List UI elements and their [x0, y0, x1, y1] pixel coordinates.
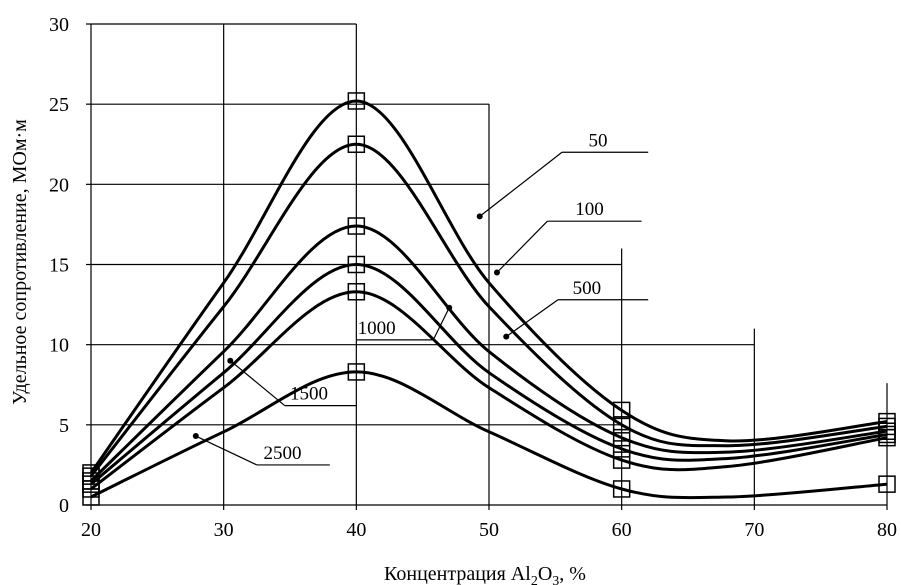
marker-50 — [347, 92, 366, 110]
x-tick-label: 20 — [81, 519, 101, 541]
marker-1500 — [612, 451, 631, 469]
y-tick-label: 10 — [49, 335, 69, 357]
leader-dot-2500 — [192, 433, 199, 440]
marker-100 — [347, 135, 366, 153]
series-line-50 — [89, 99, 888, 474]
marker-1500 — [347, 283, 366, 301]
y-tick-label: 0 — [59, 495, 69, 517]
y-tick-label: 15 — [49, 255, 69, 277]
x-tick-label: 70 — [744, 519, 764, 541]
y-tick-label: 5 — [59, 415, 69, 437]
grid-lines — [91, 23, 755, 505]
leader-dot-1500 — [227, 357, 234, 364]
series-label-50: 50 — [589, 130, 608, 151]
marker-1000 — [612, 440, 631, 458]
marker-2500 — [878, 475, 896, 493]
x-tick-label: 30 — [214, 519, 234, 541]
y-tick-label: 30 — [49, 14, 69, 36]
x-axis-title: Концентрация Al2O3, % — [384, 563, 586, 585]
series-line-500 — [89, 224, 888, 483]
series-label-100: 100 — [575, 199, 604, 220]
series-labels: 50 100 500 1000 1500 2500 — [192, 130, 649, 466]
marker-2500 — [82, 488, 100, 506]
leader-line-500 — [505, 299, 559, 338]
series-label-1000: 1000 — [358, 318, 396, 339]
leader-line-100 — [496, 220, 548, 273]
series-label-2500: 2500 — [263, 443, 301, 464]
y-axis-title: Удельное сопротивление, МОм·м — [9, 119, 31, 405]
marker-1500 — [878, 428, 896, 447]
x-tick-label: 60 — [612, 519, 632, 541]
series-line-1000 — [90, 262, 888, 486]
leader-dot-1000 — [446, 304, 453, 311]
x-tick-label: 80 — [877, 519, 897, 541]
series-line-2500 — [90, 370, 888, 500]
marker-2500 — [347, 363, 366, 381]
tick-labels: 20 30 40 50 60 70 80 0 5 10 15 20 25 30 — [49, 14, 897, 541]
marker-2500 — [612, 480, 631, 498]
x-tick-label: 50 — [479, 519, 499, 541]
marker-500 — [612, 428, 631, 447]
leader-line-1000 — [432, 307, 450, 341]
marker-1000 — [347, 255, 366, 274]
leader-line-1500 — [229, 360, 286, 407]
leader-line-2500 — [195, 435, 258, 466]
marker-50 — [612, 401, 631, 420]
y-tick-label: 20 — [49, 174, 69, 196]
leader-dot-50 — [476, 213, 483, 220]
axes — [86, 23, 888, 510]
series-curves — [89, 99, 888, 500]
series-line-100 — [89, 142, 888, 478]
series-label-500: 500 — [573, 278, 602, 299]
data-markers — [82, 92, 896, 506]
leader-dot-100 — [493, 269, 500, 276]
marker-500 — [347, 217, 366, 235]
x-tick-label: 40 — [346, 519, 366, 541]
marker-100 — [612, 416, 631, 434]
leader-dot-500 — [503, 333, 510, 340]
series-line-1500 — [90, 290, 888, 491]
leader-line-50 — [479, 151, 563, 217]
series-label-1500: 1500 — [290, 384, 328, 405]
y-tick-label: 25 — [49, 94, 69, 116]
